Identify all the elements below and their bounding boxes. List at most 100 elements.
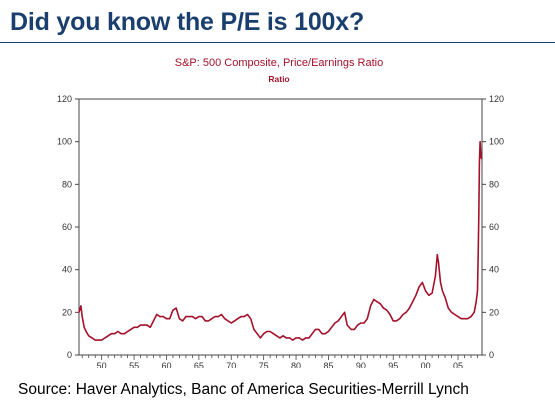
- data-point: [140, 324, 142, 326]
- data-point: [130, 328, 132, 330]
- data-point: [438, 262, 440, 264]
- data-point: [415, 294, 417, 296]
- data-point: [431, 292, 433, 294]
- data-point: [78, 311, 80, 313]
- x-tick-label: 00: [421, 361, 431, 368]
- data-point: [476, 290, 479, 292]
- data-point: [340, 316, 342, 318]
- data-point: [450, 311, 453, 313]
- data-point: [480, 151, 482, 153]
- x-tick-label: 90: [356, 361, 366, 368]
- data-point: [379, 303, 381, 305]
- data-point: [392, 320, 394, 322]
- data-point: [175, 307, 177, 309]
- data-point: [259, 337, 261, 339]
- y-tick-label-right: 120: [489, 94, 504, 104]
- data-point: [311, 333, 313, 335]
- data-point: [436, 254, 438, 256]
- data-point: [350, 328, 352, 330]
- data-point: [478, 162, 480, 164]
- data-point: [479, 141, 481, 143]
- data-point: [408, 307, 410, 309]
- data-point: [88, 335, 90, 337]
- x-tick-label: 80: [291, 361, 301, 368]
- data-point: [185, 316, 187, 318]
- data-point: [425, 290, 427, 292]
- data-point: [331, 326, 333, 328]
- data-point: [292, 339, 294, 341]
- data-point: [439, 281, 442, 284]
- data-point: [282, 335, 284, 337]
- data-point: [334, 322, 336, 324]
- data-point: [376, 301, 378, 303]
- y-tick-label-right: 20: [489, 307, 499, 317]
- data-point: [94, 339, 96, 341]
- data-point: [454, 313, 456, 316]
- data-point: [441, 290, 444, 292]
- data-point: [263, 333, 265, 335]
- data-point: [389, 313, 391, 316]
- x-tick-label: 50: [97, 361, 107, 368]
- data-point: [266, 330, 268, 333]
- x-tick-label: 60: [161, 361, 171, 368]
- data-point: [470, 316, 472, 318]
- data-point: [104, 337, 106, 339]
- data-point: [324, 333, 326, 335]
- data-point: [298, 337, 300, 339]
- data-point: [237, 318, 239, 320]
- data-point: [117, 330, 119, 333]
- x-tick-label: 05: [453, 361, 463, 368]
- source-note: Source: Haver Analytics, Banc of America…: [18, 381, 469, 398]
- data-point: [301, 339, 304, 341]
- data-point: [370, 305, 372, 307]
- data-point: [289, 337, 291, 339]
- y-tick-label-right: 40: [489, 265, 499, 275]
- y-tick-label-right: 100: [489, 137, 504, 147]
- data-point: [308, 337, 310, 339]
- data-point: [321, 333, 323, 335]
- data-point: [434, 275, 436, 277]
- data-point: [444, 296, 446, 298]
- data-point: [246, 313, 249, 316]
- data-point: [188, 316, 190, 318]
- data-point: [399, 318, 401, 320]
- data-point: [421, 281, 423, 284]
- x-tick-label: 55: [129, 361, 139, 368]
- data-point: [250, 318, 252, 320]
- data-point: [344, 311, 346, 313]
- data-point: [346, 324, 348, 326]
- data-point: [127, 330, 129, 333]
- data-point: [373, 298, 375, 301]
- data-point: [463, 318, 466, 320]
- data-point: [191, 316, 193, 318]
- series-line-pe-ratio: [78, 140, 483, 341]
- data-point: [80, 305, 82, 307]
- chart-subtitle: Ratio: [268, 74, 289, 84]
- data-point: [318, 328, 320, 330]
- data-point: [412, 301, 414, 303]
- data-point: [182, 320, 184, 322]
- data-point: [460, 318, 462, 320]
- data-point: [162, 316, 164, 318]
- x-tick-label: 65: [194, 361, 204, 368]
- data-point: [107, 335, 109, 337]
- data-point: [214, 316, 216, 318]
- data-point: [353, 328, 355, 330]
- data-point: [256, 333, 258, 335]
- data-point: [295, 337, 297, 339]
- data-point: [473, 311, 475, 313]
- x-tick-label: 95: [388, 361, 398, 368]
- chart-svg: S&P: 500 Composite, Price/Earnings Ratio…: [57, 57, 504, 368]
- plot-frame: [78, 98, 483, 356]
- data-point: [360, 322, 362, 324]
- data-point: [395, 320, 398, 322]
- data-point: [428, 294, 430, 296]
- pe-ratio-chart: S&P: 500 Composite, Price/Earnings Ratio…: [0, 46, 555, 368]
- data-point: [227, 320, 229, 322]
- data-point: [467, 318, 469, 320]
- data-point: [101, 339, 103, 341]
- data-point: [146, 324, 148, 326]
- y-tick-label-left: 20: [62, 307, 72, 317]
- axes-layer: 0 20 40 60 80 100 120 0 20 40 60 80 100 120 50 55 60 65 70…: [57, 94, 504, 368]
- data-point: [272, 333, 274, 335]
